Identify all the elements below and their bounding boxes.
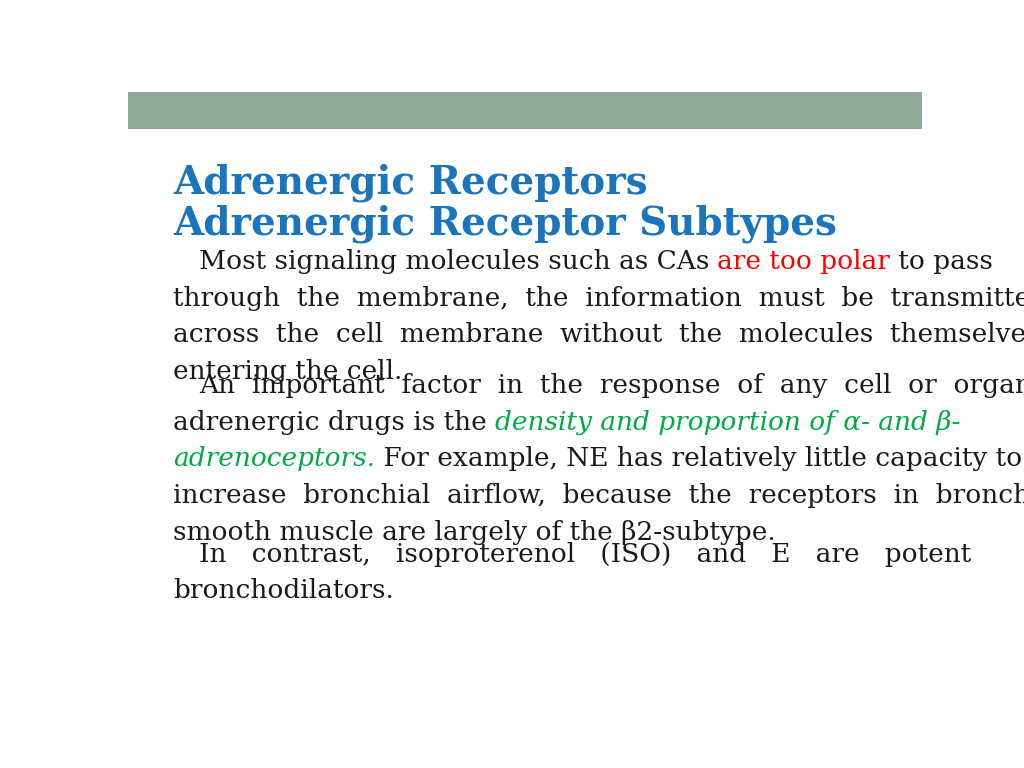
Text: Adrenergic Receptor Subtypes: Adrenergic Receptor Subtypes	[173, 204, 837, 243]
Text: adrenoceptors.: adrenoceptors.	[173, 446, 375, 472]
Text: In   contrast,   isoproterenol   (ISO)   and   E   are   potent: In contrast, isoproterenol (ISO) and E a…	[199, 541, 971, 567]
Text: Most signaling molecules such as CAs: Most signaling molecules such as CAs	[199, 249, 718, 274]
Text: entering the cell.: entering the cell.	[173, 359, 402, 384]
Text: For example, NE has relatively little capacity to: For example, NE has relatively little ca…	[375, 446, 1022, 472]
Text: across  the  cell  membrane  without  the  molecules  themselves: across the cell membrane without the mol…	[173, 323, 1024, 347]
Text: adrenergic drugs is the: adrenergic drugs is the	[173, 409, 496, 435]
Text: through  the  membrane,  the  information  must  be  transmitted: through the membrane, the information mu…	[173, 286, 1024, 310]
Text: An  important  factor  in  the  response  of  any  cell  or  organ  to: An important factor in the response of a…	[199, 373, 1024, 398]
Text: increase  bronchial  airflow,  because  the  receptors  in  bronchial: increase bronchial airflow, because the …	[173, 483, 1024, 508]
Bar	[128, 92, 922, 129]
Text: smooth muscle are largely of the β2-subtype.: smooth muscle are largely of the β2-subt…	[173, 520, 776, 545]
Text: bronchodilators.: bronchodilators.	[173, 578, 394, 603]
Text: Adrenergic Receptors: Adrenergic Receptors	[173, 163, 648, 202]
Text: density and proportion of α- and β-: density and proportion of α- and β-	[496, 409, 961, 435]
Text: are too polar: are too polar	[718, 249, 890, 274]
Text: to pass: to pass	[890, 249, 993, 274]
